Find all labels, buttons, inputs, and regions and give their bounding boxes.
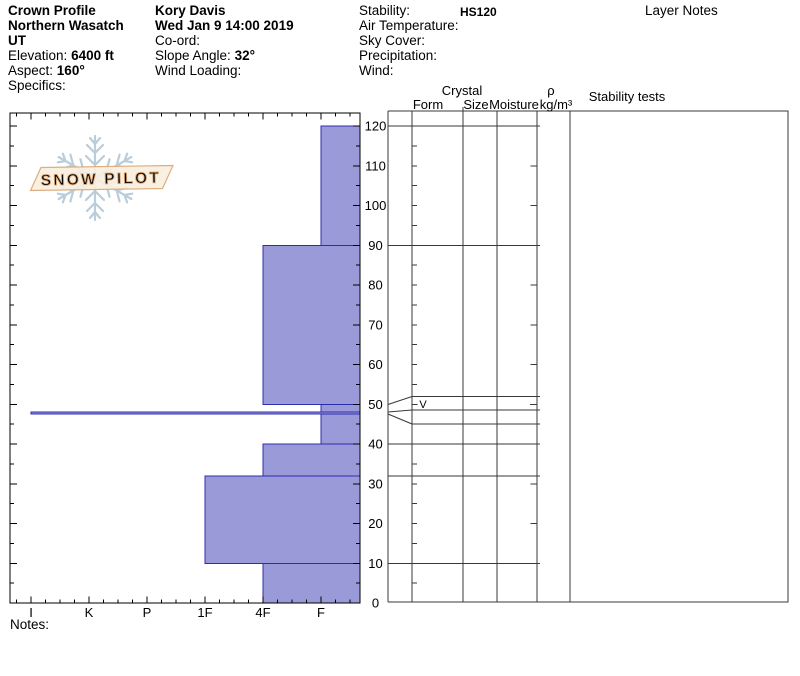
hardness-tick-label: 4F	[255, 605, 270, 620]
depth-tick-label: 10	[368, 556, 382, 571]
moisture-header: Moisture	[489, 97, 539, 112]
watermark-text: SNOW PILOT	[41, 170, 162, 190]
specifics-label: Specifics:	[8, 78, 66, 93]
depth-tick-label: 50	[368, 397, 382, 412]
depth-tick-label: 110	[365, 159, 386, 174]
slope-angle-value: 32°	[234, 48, 255, 63]
depth-tick-label: 120	[365, 119, 387, 134]
stability-tests-header: Stability tests	[589, 89, 666, 104]
density-header: ρ	[547, 83, 554, 98]
wind-label: Wind:	[359, 63, 394, 78]
size-header: Size	[463, 97, 488, 112]
plot-box	[9, 112, 361, 604]
hardness-tick-label: I	[29, 605, 33, 620]
depth-tick-label: 100	[365, 198, 387, 213]
snow-layer-bar	[30, 411, 361, 415]
sky-cover-label: Sky Cover:	[359, 33, 426, 48]
fan-connector-line	[387, 409, 413, 413]
fan-connector-line	[387, 396, 413, 405]
slope-angle-label: Slope Angle:	[155, 48, 231, 63]
wind-loading-label: Wind Loading:	[155, 63, 242, 78]
elevation-value: 6400 ft	[71, 48, 114, 63]
air-temperature-label: Air Temperature:	[359, 18, 459, 33]
snow-layer-bar	[204, 475, 361, 564]
snow-layer-bar	[262, 443, 361, 477]
stability-label: Stability:	[359, 3, 411, 18]
observation-datetime: Wed Jan 9 14:00 2019	[155, 18, 294, 33]
coord-label: Co-ord:	[155, 33, 201, 48]
hardness-tick-label: F	[317, 605, 325, 620]
aspect-label: Aspect:	[8, 63, 54, 78]
profile-type: Crown Profile	[8, 3, 96, 18]
depth-tick-label: 40	[368, 437, 382, 452]
aspect-value: 160°	[56, 63, 85, 78]
notes-label: Notes:	[10, 617, 50, 632]
header-location-block: Crown Profile Northern Wasatch UT Elevat…	[8, 3, 124, 93]
watermark-banner	[29, 164, 174, 192]
total-snow-height-badge: HS120	[460, 5, 497, 19]
stability-tests-box	[569, 110, 789, 603]
header-conditions-block: Stability: Air Temperature: Sky Cover: P…	[359, 3, 459, 78]
elevation-label: Elevation:	[8, 48, 68, 63]
location: Northern Wasatch	[8, 18, 124, 33]
hardness-bars	[30, 125, 361, 604]
grain-form-symbol: V	[419, 399, 427, 411]
snow-layer-bar	[320, 404, 361, 413]
layer-notes-heading: Layer Notes	[645, 3, 718, 18]
header-observer-block: Kory Davis Wed Jan 9 14:00 2019 Co-ord: …	[155, 3, 294, 78]
depth-tick-label: 20	[368, 516, 382, 531]
hardness-tick-label: P	[143, 605, 152, 620]
snow-layer-bar	[262, 563, 361, 604]
aspect-row: Aspect: 160°	[8, 63, 124, 78]
depth-tick-label: 70	[368, 318, 382, 333]
density-unit-header: kg/m³	[540, 97, 573, 112]
snow-layer-bar	[320, 413, 361, 445]
depth-tick-label: 0	[372, 596, 379, 611]
elevation-row: Elevation: 6400 ft	[8, 48, 124, 63]
observer-name: Kory Davis	[155, 3, 226, 18]
depth-tick-label: 80	[368, 278, 382, 293]
hardness-tick-label: 1F	[197, 605, 212, 620]
crystal-header: Crystal	[442, 83, 483, 98]
snow-layer-bar	[262, 245, 361, 405]
depth-tick-label: 60	[368, 357, 382, 372]
snowpilot-watermark: SNOW PILOT	[29, 134, 174, 222]
depth-tick-label: 90	[368, 238, 382, 253]
form-header: Form	[413, 97, 443, 112]
hardness-tick-label: K	[85, 605, 94, 620]
state: UT	[8, 33, 26, 48]
precipitation-label: Precipitation:	[359, 48, 438, 63]
slope-angle-row: Slope Angle: 32°	[155, 48, 294, 63]
snow-layer-bar	[320, 125, 361, 246]
depth-tick-label: 30	[368, 477, 382, 492]
fan-connector-line	[387, 413, 413, 425]
